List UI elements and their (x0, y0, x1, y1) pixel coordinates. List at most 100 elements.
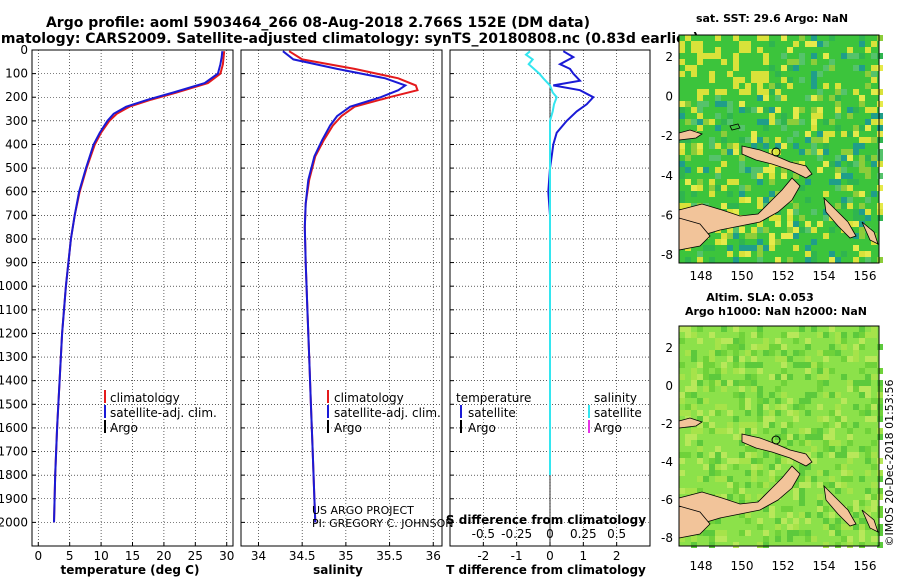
sla-cell (817, 332, 823, 338)
x-tick-label: 15 (125, 549, 140, 563)
sst-cell (745, 41, 751, 47)
sst-cell (811, 53, 817, 59)
sst-cell (817, 107, 823, 113)
sst-map-y-tick-label: -4 (661, 169, 673, 183)
sla-cell (727, 380, 733, 386)
sst-cell (835, 179, 841, 185)
sla-cell (769, 344, 775, 350)
sla-cell (847, 440, 853, 446)
sla-cell (787, 356, 793, 362)
sla-cell (841, 464, 847, 470)
legend-label-climatology: climatology (334, 391, 404, 405)
sla-cell (769, 422, 775, 428)
sla-cell (841, 422, 847, 428)
sla-cell (877, 380, 883, 386)
sla-cell (757, 404, 763, 410)
sst-cell (853, 245, 859, 251)
sla-cell (727, 494, 733, 500)
sla-cell (835, 452, 841, 458)
sla-cell (835, 518, 841, 524)
sst-cell (709, 119, 715, 125)
sla-cell (787, 458, 793, 464)
sla-cell (847, 476, 853, 482)
sst-cell (739, 245, 745, 251)
sst-cell (835, 125, 841, 131)
sst-cell (811, 83, 817, 89)
sst-cell (859, 251, 865, 257)
sst-cell (739, 89, 745, 95)
sst-cell (865, 125, 871, 131)
sst-cell (847, 179, 853, 185)
sla-cell (715, 380, 721, 386)
sst-cell (769, 41, 775, 47)
sst-cell (823, 143, 829, 149)
sst-cell (865, 215, 871, 221)
sla-cell (859, 332, 865, 338)
sla-cell (817, 470, 823, 476)
sla-cell (823, 332, 829, 338)
sst-cell (859, 41, 865, 47)
solomon-land (823, 196, 857, 239)
sla-cell (865, 428, 871, 434)
sla-cell (763, 428, 769, 434)
sst-cell (685, 119, 691, 125)
sla-cell (691, 488, 697, 494)
sla-cell (871, 482, 877, 488)
sst-cell (841, 167, 847, 173)
sla-cell (877, 368, 883, 374)
sst-cell (757, 83, 763, 89)
sla-cell (745, 494, 751, 500)
sla-cell (829, 452, 835, 458)
sst-cell (793, 221, 799, 227)
sst-map-frame (678, 34, 880, 264)
sla-cell (787, 434, 793, 440)
sst-cell (751, 173, 757, 179)
y-tick-label: 1200 (0, 326, 28, 340)
sla-cell (847, 470, 853, 476)
sla-cell (805, 338, 811, 344)
sst-cell (805, 41, 811, 47)
legend-swatch-t-satellite (460, 405, 462, 418)
sla-map-title-line2: Argo h1000: NaN h2000: NaN (685, 305, 867, 318)
sst-cell (739, 125, 745, 131)
sst-cell (721, 131, 727, 137)
sst-cell (817, 137, 823, 143)
sst-cell (775, 89, 781, 95)
legend-label-satellite: satellite-adj. clim. (110, 406, 217, 420)
sst-cell (787, 119, 793, 125)
sst-cell (841, 197, 847, 203)
sla-cell (793, 410, 799, 416)
sst-cell (733, 227, 739, 233)
sla-cell (859, 500, 865, 506)
sst-cell (799, 185, 805, 191)
sla-cell (841, 470, 847, 476)
sla-cell (853, 332, 859, 338)
sst-cell (871, 191, 877, 197)
sla-cell (859, 386, 865, 392)
sst-cell (781, 113, 787, 119)
sst-cell (865, 167, 871, 173)
sla-cell (757, 542, 763, 548)
sla-cell (829, 524, 835, 530)
sla-cell (685, 410, 691, 416)
sst-cell (781, 119, 787, 125)
sla-cell (745, 398, 751, 404)
y-tick-label: 1000 (0, 279, 28, 293)
sla-cell (721, 476, 727, 482)
sla-cell (865, 386, 871, 392)
sla-cell (697, 428, 703, 434)
sst-cell (811, 143, 817, 149)
sst-cell (715, 95, 721, 101)
sst-cell (817, 113, 823, 119)
sst-cell (793, 131, 799, 137)
sla-cell (835, 464, 841, 470)
sla-cell (865, 380, 871, 386)
sla-cell (739, 452, 745, 458)
sst-cell (739, 191, 745, 197)
sla-cell (751, 458, 757, 464)
sla-cell (817, 500, 823, 506)
sla-cell (769, 512, 775, 518)
sst-cell (679, 107, 685, 113)
x-tick-label: 0 (546, 549, 554, 563)
sla-cell (787, 530, 793, 536)
